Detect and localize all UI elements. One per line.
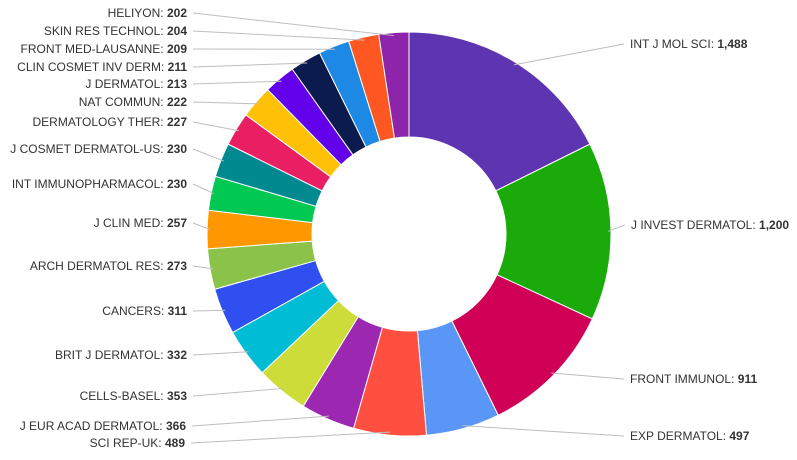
slice-label-text: NAT COMMUN: [79, 95, 161, 109]
slice-value-text: 353: [167, 389, 187, 403]
slice-value-text: 1,488: [717, 37, 747, 51]
label-sci-rep-uk: SCI REP-UK: 489: [90, 436, 186, 450]
slice-value-text: 311: [168, 304, 188, 318]
label-int-j-mol-sci: INT J MOL SCI: 1,488: [630, 37, 748, 51]
label-j-clin-med: J CLIN MED: 257: [94, 216, 188, 230]
leader-line: [462, 425, 625, 437]
leader-line: [192, 183, 215, 195]
slice-label-text: J DERMATOL: [85, 77, 160, 91]
slice-value-text: 202: [167, 6, 187, 20]
leader-line: [192, 30, 365, 41]
leader-line: [192, 62, 308, 68]
leader-line: [551, 372, 625, 380]
slice-label-text: J COSMET DERMATOL-US: [10, 142, 160, 156]
labels-group: INT J MOL SCI: 1,488 J INVEST DERMATOL: 1…: [10, 6, 789, 450]
slice-value-text: 257: [167, 216, 187, 230]
leader-line: [192, 265, 214, 270]
slice-value-text: 1,200: [759, 218, 789, 232]
slice-label-text: DERMATOLOGY THER: [32, 115, 160, 129]
slice-label-text: ARCH DERMATOL RES: [30, 259, 160, 273]
slice-label-text: CLIN COSMET INV DERM: [17, 60, 161, 74]
leader-line: [190, 431, 391, 444]
leader-line: [513, 43, 625, 66]
slice-value-text: 230: [167, 177, 187, 191]
slice-value-text: 227: [167, 115, 187, 129]
label-clin-cosmet-inv-derm: CLIN COSMET INV DERM: 211: [17, 60, 187, 74]
label-j-eur-acad-dermatol: J EUR ACAD DERMATOL: 366: [20, 419, 187, 433]
leader-line: [192, 351, 249, 356]
slice-label-text: J CLIN MED: [94, 216, 161, 230]
leader-line: [192, 148, 225, 162]
slice-label-text: CANCERS: [102, 304, 161, 318]
leader-line: [192, 101, 259, 105]
slice-value-text: 209: [167, 42, 187, 56]
label-cancers: CANCERS: 311: [102, 304, 187, 318]
slice-value-text: 489: [165, 436, 185, 450]
slice-value-text: 911: [738, 372, 758, 386]
label-exp-dermatol: EXP DERMATOL: 497: [630, 429, 750, 443]
slice-value-text: 332: [167, 348, 187, 362]
label-skin-res-technol: SKIN RES TECHNOL: 204: [44, 24, 188, 38]
slice-value-text: 211: [168, 60, 188, 74]
label-front-med-lausanne: FRONT MED-LAUSANNE: 209: [21, 42, 188, 56]
label-heliyon: HELIYON: 202: [108, 6, 188, 20]
leader-line: [192, 222, 211, 231]
slice-label-text: FRONT MED-LAUSANNE: [21, 42, 161, 56]
slice-j-invest-dermatol[interactable]: [495, 143, 612, 320]
slice-label-text: J EUR ACAD DERMATOL: [20, 419, 160, 433]
leader-line: [192, 309, 226, 312]
label-int-immunopharmacol: INT IMMUNOPHARMACOL: 230: [12, 177, 187, 191]
label-dermatology-ther: DERMATOLOGY THER: 227: [32, 115, 187, 129]
slice-label-text: SCI REP-UK: [90, 436, 159, 450]
label-j-invest-dermatol: J INVEST DERMATOL: 1,200: [631, 218, 789, 232]
slice-value-text: 273: [167, 259, 187, 273]
slices-group: [206, 31, 612, 437]
leader-line: [191, 415, 329, 427]
slice-label-text: SKIN RES TECHNOL: [44, 24, 161, 38]
label-nat-commun: NAT COMMUN: 222: [79, 95, 188, 109]
label-arch-dermatol-res: ARCH DERMATOL RES: 273: [30, 259, 187, 273]
slice-heliyon[interactable]: [378, 31, 410, 139]
slice-label-text: CELLS-BASEL: [80, 389, 161, 403]
slice-label-text: J INVEST DERMATOL: [631, 218, 753, 232]
slice-value-text: 213: [167, 77, 187, 91]
label-front-immunol: FRONT IMMUNOL: 911: [630, 372, 757, 386]
label-brit-j-dermatol: BRIT J DERMATOL: 332: [55, 348, 187, 362]
slice-value-text: 497: [729, 429, 749, 443]
slice-label-text: INT J MOL SCI: [630, 37, 711, 51]
slice-label-text: HELIYON: [108, 6, 161, 20]
label-j-dermatol: J DERMATOL: 213: [85, 77, 187, 91]
leader-line: [192, 387, 284, 397]
leader-line: [192, 80, 282, 85]
leader-line: [192, 12, 395, 37]
slice-value-text: 366: [166, 419, 186, 433]
slice-value-text: 230: [167, 142, 187, 156]
label-j-cosmet-dermatol-us: J COSMET DERMATOL-US: 230: [10, 142, 187, 156]
slice-value-text: 204: [167, 24, 187, 38]
slice-label-text: INT IMMUNOPHARMACOL: [12, 177, 161, 191]
label-cells-basel: CELLS-BASEL: 353: [80, 389, 188, 403]
slice-label-text: EXP DERMATOL: [630, 429, 723, 443]
slice-label-text: BRIT J DERMATOL: [55, 348, 161, 362]
slice-int-j-mol-sci[interactable]: [408, 31, 591, 192]
slice-value-text: 222: [167, 95, 187, 109]
leader-line: [192, 121, 239, 132]
slice-label-text: FRONT IMMUNOL: [630, 372, 731, 386]
leader-lines-group: [190, 12, 626, 444]
leader-line: [607, 224, 626, 232]
